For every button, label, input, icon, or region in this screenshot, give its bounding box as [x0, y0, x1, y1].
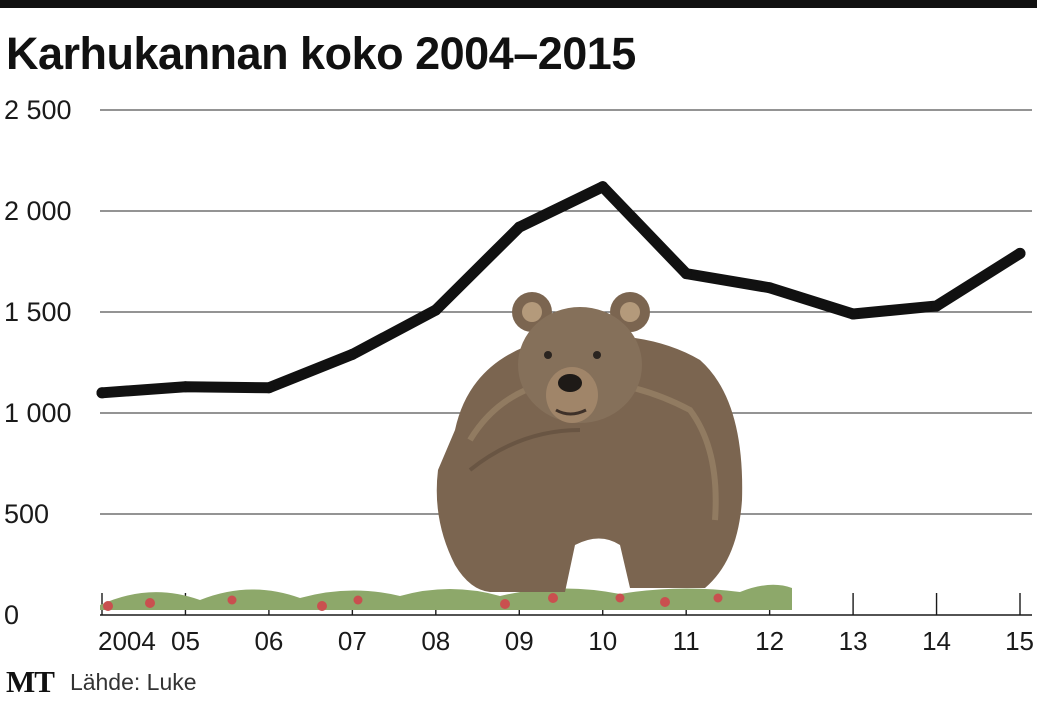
x-tick-label: 07 — [338, 626, 367, 656]
data-point — [931, 300, 943, 312]
x-tick-label: 08 — [421, 626, 450, 656]
data-point — [263, 382, 275, 394]
gridlines — [100, 109, 1032, 616]
data-point — [680, 268, 692, 280]
data-point — [430, 304, 442, 316]
x-axis: 2004 05 06 07 08 09 10 11 12 13 14 15 — [98, 593, 1034, 656]
data-point — [513, 221, 525, 233]
data-point — [764, 282, 776, 294]
x-tick-label: 09 — [505, 626, 534, 656]
y-axis-ticks: 0 500 1 000 1 500 2 000 2 500 — [4, 95, 72, 630]
source-label: Lähde: Luke — [69, 668, 197, 695]
x-tick-label: 10 — [588, 626, 617, 656]
y-tick-label: 1 500 — [4, 297, 72, 327]
bear-icon — [100, 292, 792, 611]
mt-logo: MT — [6, 664, 55, 699]
y-tick-label: 1 000 — [4, 398, 72, 428]
footer: MT Lähde: Luke — [6, 664, 197, 700]
data-point — [179, 381, 191, 393]
data-point — [847, 308, 859, 320]
x-tick-label: 05 — [171, 626, 200, 656]
chart-title: Karhukannan koko 2004–2015 — [6, 28, 636, 79]
data-point — [96, 387, 108, 399]
x-tick-label: 11 — [673, 626, 700, 656]
x-tick-label: 13 — [839, 626, 868, 656]
line-chart: 0 500 1 000 1 500 2 000 2 500 2004 05 06 07 08 09 1… — [4, 95, 1034, 656]
x-tick-label: 2004 — [98, 626, 156, 656]
data-point — [346, 348, 358, 360]
y-tick-label: 2 500 — [4, 95, 72, 125]
top-rule — [0, 0, 1037, 8]
series-group — [96, 181, 1026, 399]
y-tick-label: 0 — [4, 600, 19, 630]
data-point — [597, 181, 609, 193]
x-tick-label: 06 — [254, 626, 283, 656]
x-tick-label: 14 — [922, 626, 951, 656]
y-tick-label: 500 — [4, 499, 49, 529]
x-tick-label: 15 — [1005, 626, 1034, 656]
y-tick-label: 2 000 — [4, 196, 72, 226]
data-point — [1014, 247, 1026, 259]
x-tick-label: 12 — [755, 626, 784, 656]
series-line-0 — [96, 181, 1026, 399]
